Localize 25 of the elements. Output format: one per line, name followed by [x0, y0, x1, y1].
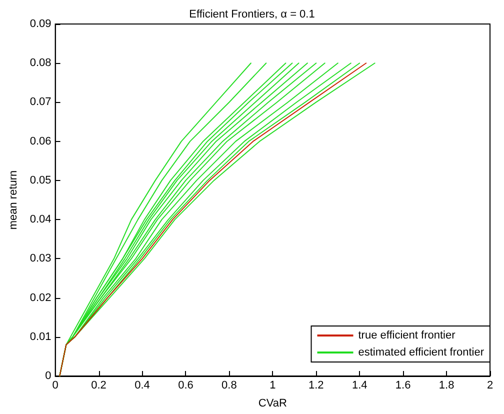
legend-label: estimated efficient frontier	[358, 346, 484, 358]
y-tick-label: 0.04	[30, 214, 52, 226]
y-tick-label: 0.01	[30, 330, 52, 343]
y-tick-label: 0.07	[30, 96, 52, 108]
x-tick-label: 1.2	[308, 380, 324, 392]
y-tick-label: 0.09	[30, 18, 52, 30]
y-axis-title: mean return	[8, 170, 20, 230]
y-tick-label: 0.06	[30, 135, 52, 148]
x-tick-label: 1.6	[395, 380, 411, 392]
x-tick-label: 0.2	[91, 380, 106, 392]
x-tick-label: 0.6	[178, 380, 194, 392]
y-tick-label: 0	[45, 370, 52, 382]
x-axis-title: CVaR	[258, 398, 287, 410]
y-tick-label: 0.03	[30, 252, 52, 265]
chart-title: Efficient Frontiers, α = 0.1	[189, 8, 315, 20]
x-tick-label: 0.4	[134, 380, 150, 392]
x-tick-label: 2	[486, 380, 494, 392]
x-tick-label: 1.8	[438, 380, 454, 392]
y-tick-label: 0.05	[30, 174, 52, 186]
x-tick-label: 1.4	[352, 380, 368, 392]
y-tick-label: 0.08	[30, 57, 52, 70]
legend-label: true efficient frontier	[358, 330, 456, 342]
x-tick-label: 0.8	[222, 380, 237, 392]
y-tick-label: 0.02	[30, 292, 52, 304]
x-tick-label: 1	[270, 380, 276, 392]
